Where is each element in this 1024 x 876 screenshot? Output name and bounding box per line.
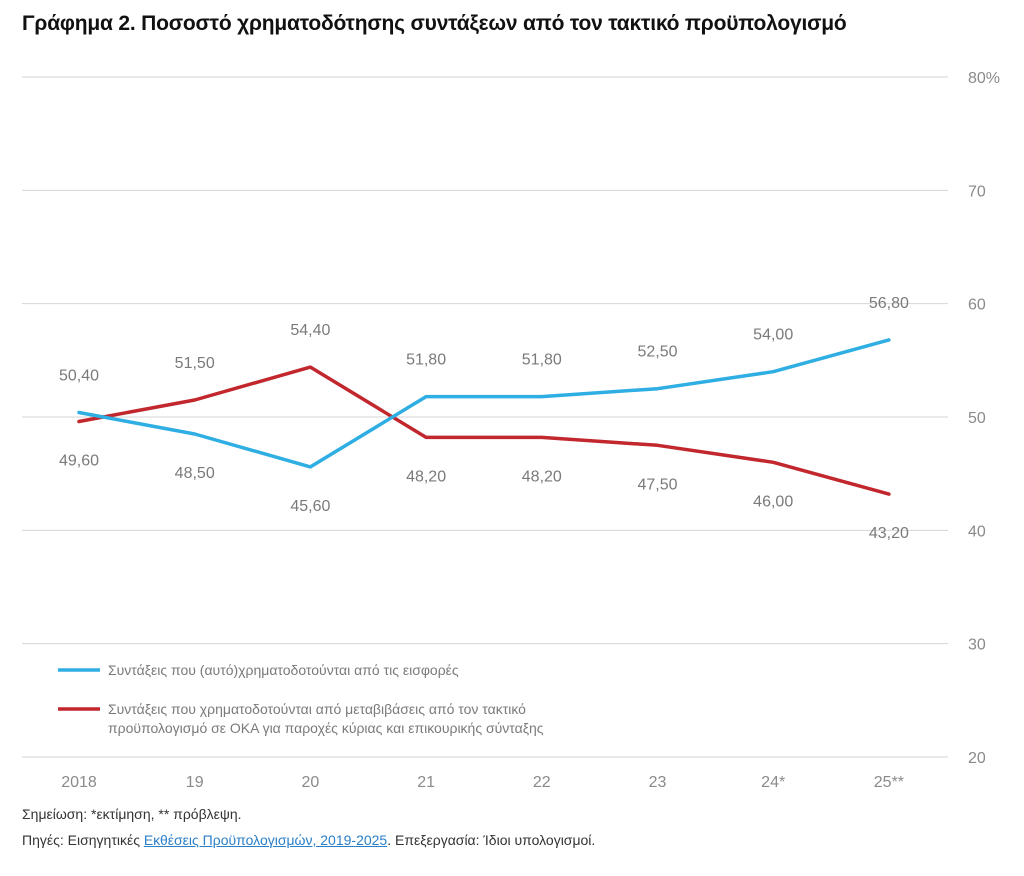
data-label: 51,50 [175,355,215,372]
x-tick-label: 19 [186,774,204,791]
chart-title: Γράφημα 2. Ποσοστό χρηματοδότησης συντάξ… [22,12,847,35]
x-tick-label: 21 [417,774,435,791]
y-tick-label: 40 [968,523,986,540]
y-tick-label: 70 [968,183,986,200]
sources-text: Πηγές: Εισηγητικές Εκθέσεις Προϋπολογισμ… [22,832,595,848]
line-chart: 20 30 40 50 60 70 80% 2018 19 20 21 22 23 24* 25** 50… [22,70,1000,791]
gridlines [22,76,948,758]
data-label: 54,00 [753,327,793,344]
x-tick-label: 22 [533,774,551,791]
data-label: 47,50 [637,476,677,493]
data-label: 48,50 [175,465,215,482]
data-label: 52,50 [637,344,677,361]
data-label: 45,60 [290,498,330,515]
legend-label-contributions: Συντάξεις που (αυτό)χρηματοδοτούνται από… [108,662,459,678]
sources-link[interactable]: Εκθέσεις Προϋπολογισμών, 2019-2025 [143,832,388,848]
sources-suffix: . Επεξεργασία: Ίδιοι υπολογισμοί. [387,832,596,848]
data-label: 56,80 [869,295,909,312]
x-tick-label: 20 [302,774,320,791]
data-label: 54,40 [290,322,330,339]
note-text: Σημείωση: *εκτίμηση, ** πρόβλεψη. [22,806,242,822]
data-label: 49,60 [59,453,99,470]
y-tick-label: 60 [968,297,986,314]
series-lines [77,338,891,496]
data-label: 50,40 [59,367,99,384]
y-tick-label: 50 [968,410,986,427]
y-tick-label: 30 [968,637,986,654]
x-tick-label: 25** [874,774,904,791]
x-tick-label: 24* [761,774,785,791]
x-tick-label: 2018 [61,774,97,791]
data-label: 48,20 [522,468,562,485]
x-tick-label: 23 [649,774,667,791]
data-label: 48,20 [406,468,446,485]
series-line-budget-transfers [77,365,891,496]
data-label: 46,00 [753,493,793,510]
legend-label-budget-transfers: Συντάξεις που χρηματοδοτούνται από μεταβ… [108,701,526,717]
data-labels: 50,40 49,60 48,50 51,50 45,60 54,40 51,80 48,20… [59,295,909,542]
legend-label-budget-transfers: προϋπολογισμό σε ΟΚΑ για παροχές κύριας … [108,720,544,736]
x-axis-tick-labels: 2018 19 20 21 22 23 24* 25** [61,774,904,791]
data-label: 43,20 [869,525,909,542]
y-tick-label: 80% [968,70,1000,87]
sources-prefix: Πηγές: Εισηγητικές [22,832,144,848]
y-tick-label: 20 [968,750,986,767]
y-axis-tick-labels: 20 30 40 50 60 70 80% [968,70,1000,767]
legend: Συντάξεις που (αυτό)χρηματοδοτούνται από… [58,662,544,736]
data-label: 51,80 [406,352,446,369]
series-line-contributions [77,338,891,469]
data-label: 51,80 [522,352,562,369]
